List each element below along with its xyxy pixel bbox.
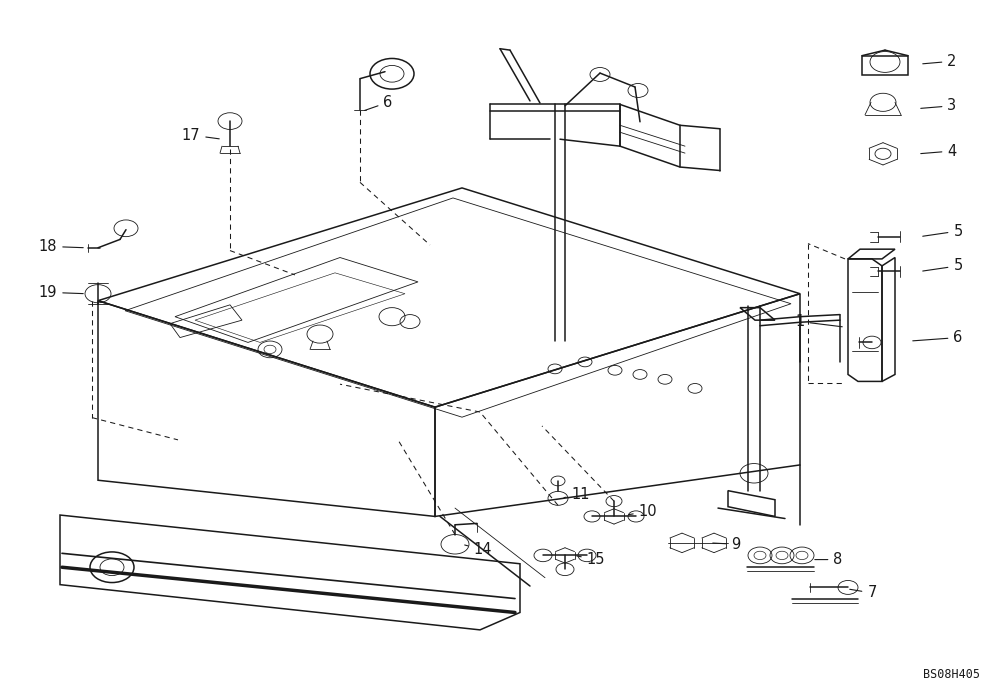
Text: 15: 15	[577, 552, 605, 567]
Text: 9: 9	[713, 537, 741, 552]
Text: BS08H405: BS08H405	[923, 667, 980, 681]
Text: 6: 6	[913, 330, 963, 345]
Text: 10: 10	[629, 504, 657, 519]
Text: 1: 1	[795, 314, 842, 329]
Text: 18: 18	[39, 239, 83, 254]
Text: 5: 5	[923, 258, 963, 274]
Text: 17: 17	[182, 127, 219, 143]
Text: 7: 7	[850, 585, 877, 601]
Text: 3: 3	[921, 98, 957, 113]
Text: 4: 4	[921, 143, 957, 159]
Text: 14: 14	[465, 542, 492, 557]
Text: 2: 2	[923, 54, 957, 69]
Text: 19: 19	[39, 285, 83, 300]
Text: 6: 6	[365, 95, 393, 111]
Text: 11: 11	[564, 487, 590, 502]
Text: 8: 8	[815, 552, 843, 567]
Text: 5: 5	[923, 223, 963, 239]
